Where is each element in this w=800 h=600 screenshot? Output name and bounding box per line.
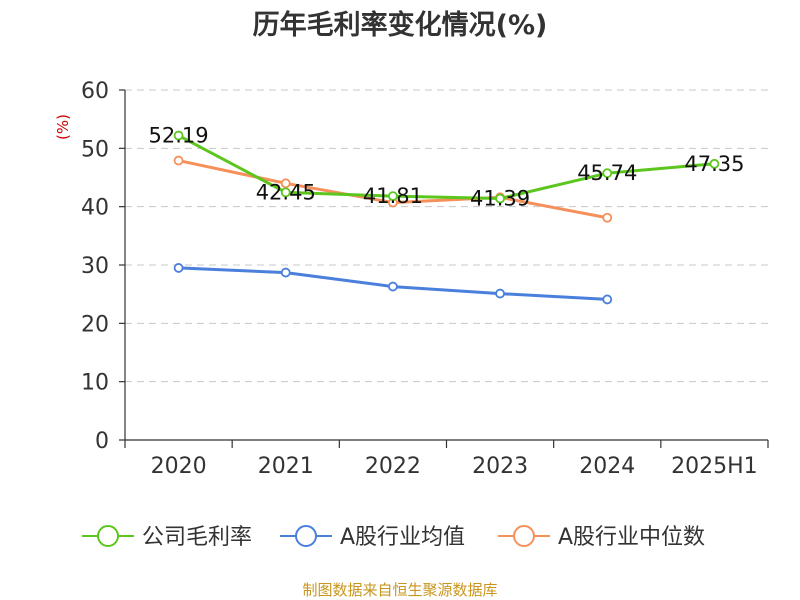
y-tick-label: 10 — [81, 371, 109, 396]
data-label: 45.74 — [577, 161, 637, 185]
data-point — [173, 155, 184, 166]
axes: 0 10 20 30 40 50 60 2020 2021 2022 2023 2024 2025H1 — [81, 79, 769, 479]
x-tick-label: 2023 — [472, 454, 528, 479]
data-point — [602, 168, 613, 179]
legend-item[interactable]: 公司毛利率 — [82, 525, 252, 550]
x-tick-label: 2022 — [365, 454, 421, 479]
legend-item[interactable]: A股行业中位数 — [498, 525, 705, 550]
chart-title: 历年毛利率变化情况(%) — [253, 9, 548, 41]
legend-label: 公司毛利率 — [142, 525, 252, 550]
data-label: 52.19 — [149, 124, 209, 148]
y-tick-label: 0 — [95, 429, 109, 454]
y-tick-label: 30 — [81, 254, 109, 279]
series-line — [173, 263, 613, 305]
series-layer — [173, 130, 720, 305]
data-point — [602, 294, 613, 305]
x-tick-label: 2024 — [579, 454, 635, 479]
data-point — [388, 191, 398, 202]
y-tick-label: 50 — [81, 137, 109, 162]
legend-label: A股行业均值 — [340, 525, 465, 550]
x-tick-label: 2025H1 — [671, 454, 758, 479]
source-note: 制图数据来自恒生聚源数据库 — [302, 581, 497, 599]
legend-item[interactable]: A股行业均值 — [280, 525, 465, 550]
y-tick-label: 40 — [81, 196, 109, 221]
y-tick-label: 20 — [81, 312, 109, 337]
legend-swatch-marker — [295, 525, 317, 547]
data-point — [495, 288, 505, 299]
data-label: 41.81 — [363, 184, 423, 208]
x-tick-label: 2020 — [151, 454, 207, 479]
data-point — [173, 130, 184, 141]
data-point — [495, 193, 505, 204]
legend-swatch-marker — [513, 525, 535, 547]
data-point — [280, 187, 291, 198]
data-label: 47.35 — [684, 152, 744, 176]
y-axis-label: (%) — [54, 114, 72, 140]
data-point — [280, 267, 291, 278]
series-path — [177, 134, 715, 201]
data-point — [173, 263, 184, 273]
x-tick-label: 2021 — [258, 454, 314, 479]
data-point — [280, 178, 291, 189]
data-label: 42.45 — [256, 180, 316, 204]
legend-swatch-marker — [97, 525, 119, 547]
grid — [125, 89, 768, 383]
data-labels: 52.19 42.45 41.81 41.39 45.74 47.35 — [149, 124, 745, 211]
legend: 公司毛利率 A股行业均值 A股行业中位数 — [82, 525, 705, 550]
y-tick-label: 60 — [81, 79, 109, 104]
data-label: 41.39 — [470, 187, 530, 211]
legend-label: A股行业中位数 — [558, 525, 705, 550]
data-point — [709, 158, 720, 169]
series-line — [173, 130, 720, 204]
data-point — [602, 212, 613, 223]
data-point — [388, 281, 398, 292]
